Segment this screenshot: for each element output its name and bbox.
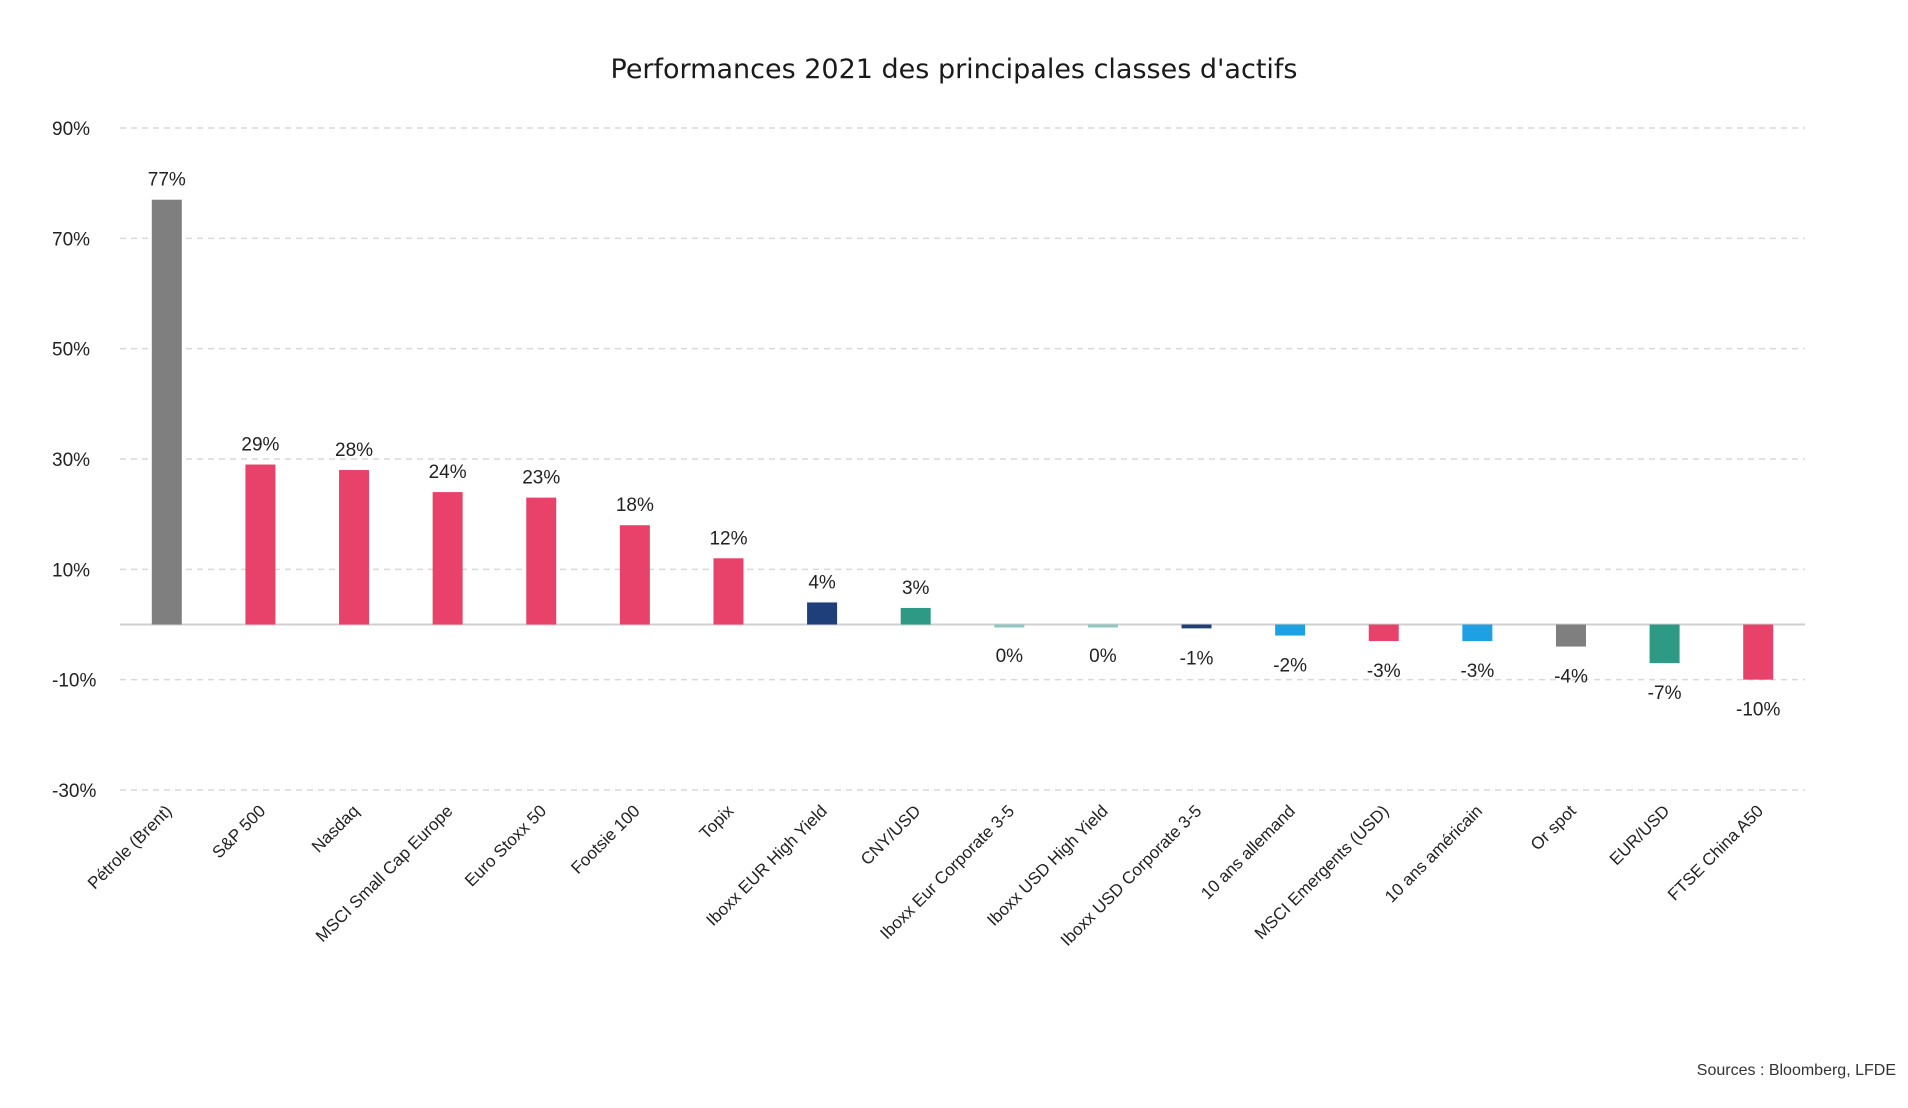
bar	[994, 624, 1025, 628]
data-label: 3%	[902, 578, 930, 599]
data-label: 0%	[996, 646, 1024, 667]
data-label: 28%	[335, 440, 373, 461]
bar	[339, 470, 370, 625]
data-label: -3%	[1460, 661, 1494, 682]
data-label: 77%	[148, 170, 186, 191]
y-tick-label: 10%	[52, 560, 90, 581]
data-label: 24%	[429, 462, 467, 483]
y-tick-label: 70%	[52, 229, 90, 250]
bar	[1649, 624, 1680, 664]
x-category-label: S&P 500	[209, 801, 270, 862]
data-label: 4%	[808, 572, 836, 593]
bar	[619, 525, 650, 625]
y-tick-label: 90%	[52, 119, 90, 140]
data-label: 18%	[616, 495, 654, 516]
bar	[1743, 624, 1774, 680]
data-label: -4%	[1554, 667, 1588, 688]
bar	[1275, 624, 1306, 636]
x-category-label: 10 ans américain	[1381, 801, 1486, 906]
data-label: -1%	[1180, 648, 1214, 669]
data-label: 12%	[709, 528, 747, 549]
x-category-label: FTSE China A50	[1664, 801, 1767, 904]
bar	[1462, 624, 1493, 642]
data-label: 23%	[522, 468, 560, 489]
bar	[432, 492, 463, 625]
data-label: -3%	[1367, 661, 1401, 682]
bar	[900, 607, 931, 625]
bar	[1555, 624, 1586, 647]
x-category-label: Topix	[696, 801, 738, 843]
data-label: 0%	[1089, 646, 1117, 667]
x-category-label: Pétrole (Brent)	[84, 801, 176, 893]
x-category-label: Or spot	[1527, 801, 1580, 854]
bar	[245, 464, 276, 625]
chart-source: Sources : Bloomberg, LFDE	[1696, 1062, 1896, 1079]
y-tick-label: 50%	[52, 340, 90, 361]
bar	[1087, 624, 1118, 628]
y-tick-label: -10%	[52, 671, 96, 692]
y-tick-label: -30%	[52, 781, 96, 802]
bar	[713, 558, 744, 625]
x-category-label: Nasdaq	[308, 801, 363, 856]
chart-title: Performances 2021 des principales classe…	[610, 54, 1298, 85]
x-category-label: CNY/USD	[857, 801, 925, 869]
bar	[151, 199, 182, 625]
bar	[1181, 624, 1212, 629]
x-category-label: Footsie 100	[567, 801, 643, 877]
x-category-label: Euro Stoxx 50	[461, 801, 550, 890]
data-label: -10%	[1736, 700, 1780, 721]
x-category-label: EUR/USD	[1606, 801, 1674, 869]
data-label: -2%	[1273, 656, 1307, 677]
bar	[1368, 624, 1399, 642]
bar	[526, 497, 557, 625]
bar	[807, 602, 838, 625]
y-tick-label: 30%	[52, 450, 90, 471]
data-label: 29%	[241, 435, 279, 456]
data-label: -7%	[1648, 683, 1682, 704]
x-category-label: 10 ans allemand	[1197, 801, 1299, 903]
